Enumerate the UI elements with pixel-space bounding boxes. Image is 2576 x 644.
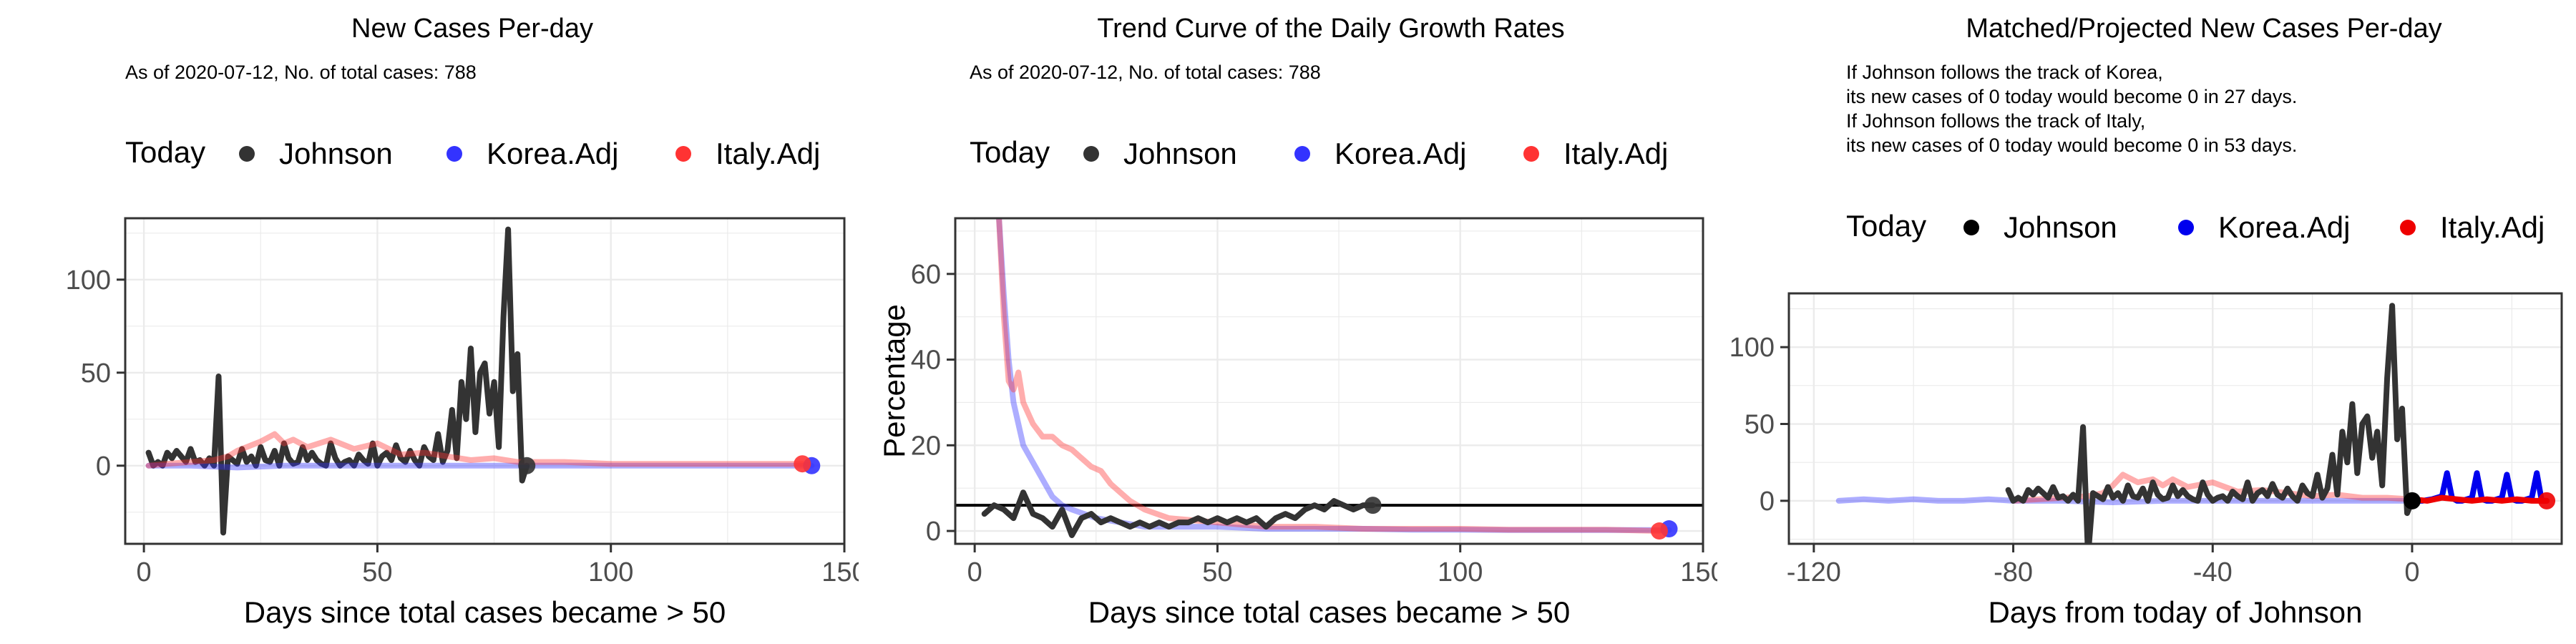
chart-projected-cases: Matched/Projected New Cases Per-day If Jo… (1729, 14, 2563, 629)
y-tick-label: 0 (926, 517, 941, 547)
legend: Today Johnson Korea.Adj Italy.Adj (1846, 209, 2545, 244)
y-tick-label: 50 (1745, 410, 1775, 440)
x-tick-label: -80 (1994, 557, 2033, 587)
legend-title: Today (1846, 209, 1926, 243)
panel-growth-rates: Trend Curve of the Daily Growth Rates As … (859, 0, 1717, 644)
series-line-korea-adj (1835, 496, 2415, 505)
y-tick-label: 0 (96, 452, 111, 482)
legend-label: Korea.Adj (2218, 210, 2350, 244)
plot-frame (954, 217, 1704, 545)
x-tick-label: -120 (1787, 557, 1841, 587)
y-tick-label: 20 (911, 431, 941, 461)
legend-label: Italy.Adj (716, 137, 820, 170)
legend: Today Johnson Korea.Adj Italy.Adj (970, 135, 1668, 170)
x-tick-label: 0 (137, 557, 152, 587)
chart-subtitle: its new cases of 0 today would become 0 … (1846, 86, 2297, 107)
plot-frame (1787, 292, 2563, 545)
series-line-korea-adj (996, 218, 1672, 533)
x-tick-label: 0 (967, 557, 982, 587)
chart-growth-rates: Trend Curve of the Daily Growth Rates As … (877, 14, 1717, 629)
series-line-johnson (2005, 303, 2415, 544)
series-line-korea-adj-projected (2409, 470, 2550, 504)
x-tick-label: 100 (1438, 557, 1483, 587)
y-axis: 0 20 40 60 (911, 260, 955, 547)
chart-title: New Cases Per-day (351, 14, 593, 44)
x-axis: -120 -80 -40 0 (1787, 544, 2420, 587)
x-tick-label: 150 (1680, 557, 1717, 587)
y-axis-label: Percentage (877, 304, 911, 458)
x-tick-label: 100 (588, 557, 633, 587)
x-tick-label: 150 (821, 557, 859, 587)
y-tick-label: 50 (81, 358, 111, 389)
legend-label: Korea.Adj (1335, 137, 1466, 170)
legend-label: Italy.Adj (2440, 210, 2545, 244)
legend-label: Johnson (279, 137, 393, 170)
today-marker (2403, 492, 2421, 509)
series-line-korea-adj (145, 462, 815, 471)
x-tick-label: 50 (1202, 557, 1232, 587)
panel-new-cases: New Cases Per-day As of 2020-07-12, No. o… (0, 0, 859, 644)
grid (955, 218, 1704, 544)
series-line-italy-adj (996, 218, 1662, 534)
x-axis: 0 50 100 150 (137, 544, 859, 587)
series-line-johnson (145, 226, 530, 536)
y-tick-label: 100 (66, 265, 111, 296)
chart-title: Matched/Projected New Cases Per-day (1966, 14, 2441, 44)
legend-title: Today (125, 135, 205, 169)
chart-subtitle: If Johnson follows the track of Italy, (1846, 110, 2145, 132)
legend-marker-johnson (1083, 146, 1099, 162)
legend-marker-korea (2178, 220, 2194, 235)
legend-label: Johnson (1123, 137, 1237, 170)
series-line-johnson (981, 489, 1376, 538)
endpoint-italy-adj (1650, 522, 1668, 540)
legend-title: Today (970, 135, 1050, 169)
legend-marker-italy (675, 146, 691, 162)
x-tick-label: 50 (362, 557, 392, 587)
x-axis-label: Days from today of Johnson (1989, 595, 2363, 629)
y-tick-label: 0 (1760, 487, 1775, 517)
legend-label: Johnson (2004, 210, 2117, 244)
legend-marker-johnson (239, 146, 255, 162)
chart-subtitle: As of 2020-07-12, No. of total cases: 78… (125, 62, 477, 83)
grid (1789, 293, 2562, 544)
chart-subtitle: its new cases of 0 today would become 0 … (1846, 135, 2297, 156)
y-tick-label: 100 (1729, 333, 1775, 363)
x-tick-label: -40 (2193, 557, 2233, 587)
endpoint-johnson (518, 457, 536, 474)
plot-frame (124, 217, 846, 545)
endpoint-italy-adj-projected (2538, 492, 2556, 509)
legend-marker-italy (2400, 220, 2416, 235)
endpoint-italy-adj (794, 455, 811, 473)
chart-subtitle: If Johnson follows the track of Korea, (1846, 62, 2163, 83)
series-group (145, 226, 821, 536)
x-tick-label: 0 (2404, 557, 2419, 587)
chart-new-cases: New Cases Per-day As of 2020-07-12, No. o… (66, 14, 859, 629)
y-axis: 0 50 100 (66, 265, 125, 482)
series-group (955, 218, 1703, 540)
legend-marker-korea (1294, 146, 1310, 162)
endpoint-johnson (1364, 497, 1382, 514)
x-axis: 0 50 100 150 (967, 544, 1717, 587)
series-line-italy-adj (145, 431, 806, 469)
y-axis: 0 50 100 (1729, 333, 1789, 517)
chart-title: Trend Curve of the Daily Growth Rates (1097, 14, 1564, 44)
panel-projected-cases: Matched/Projected New Cases Per-day If Jo… (1717, 0, 2576, 644)
legend-label: Italy.Adj (1563, 137, 1668, 170)
y-tick-label: 40 (911, 346, 941, 376)
x-axis-label: Days since total cases became > 50 (1088, 595, 1571, 629)
x-axis-label: Days since total cases became > 50 (244, 595, 726, 629)
legend-marker-italy (1523, 146, 1539, 162)
legend-label: Korea.Adj (487, 137, 618, 170)
grid (125, 218, 846, 544)
chart-subtitle: As of 2020-07-12, No. of total cases: 78… (970, 62, 1321, 83)
series-line-italy-adj-projected (2409, 494, 2550, 504)
series-group (1835, 303, 2556, 544)
legend-marker-korea (447, 146, 462, 162)
legend: Today Johnson Korea.Adj Italy.Adj (125, 135, 820, 170)
legend-marker-johnson (1963, 220, 1979, 235)
y-tick-label: 60 (911, 260, 941, 290)
